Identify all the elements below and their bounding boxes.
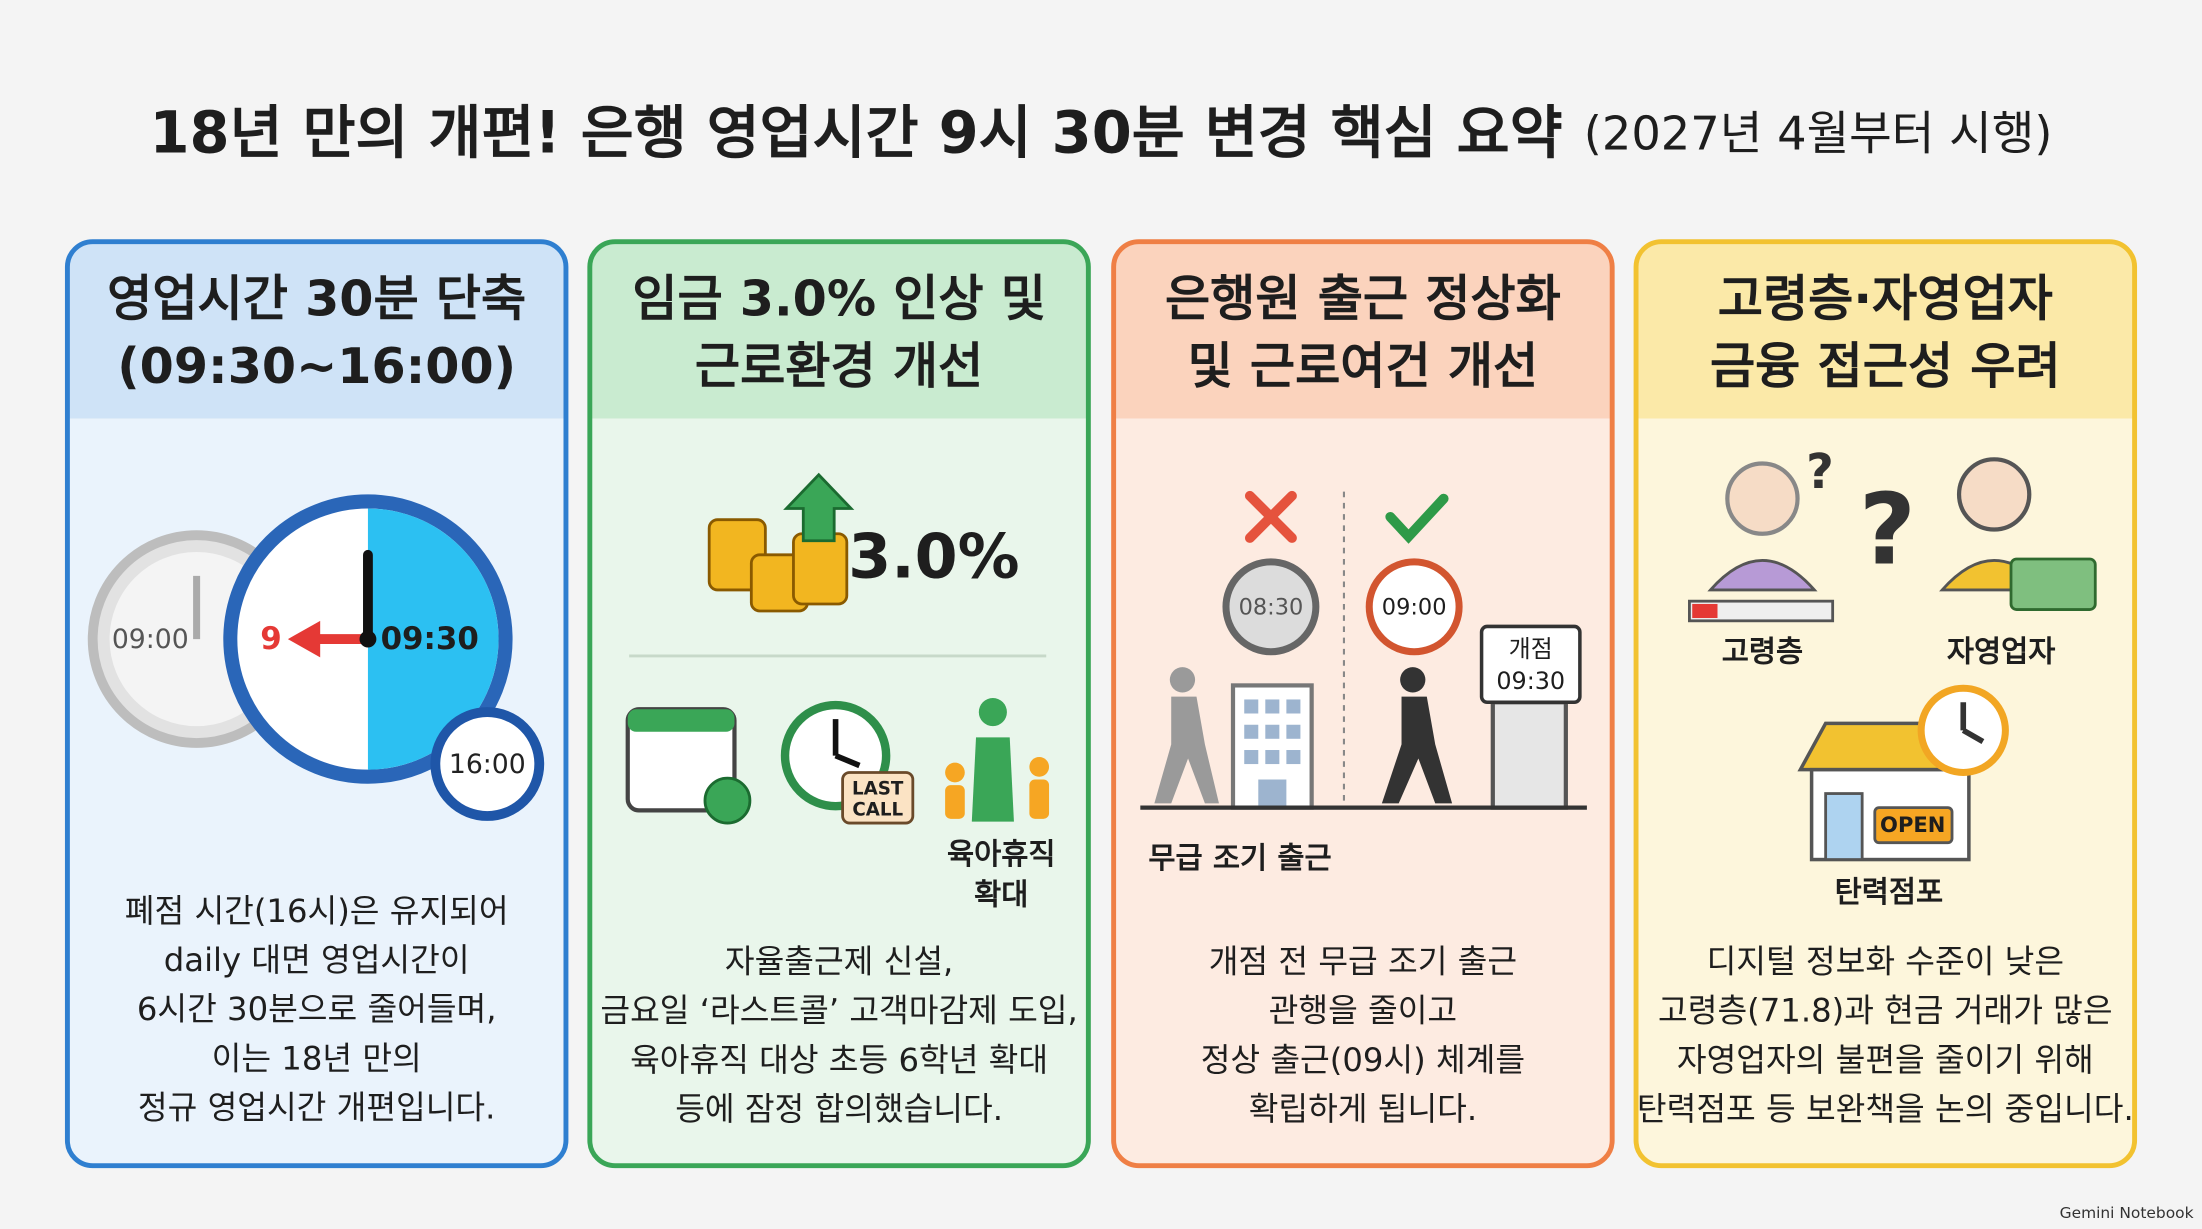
card-body-text: 고령층(71.8)과 현금 거래가 많은 bbox=[1658, 992, 2113, 1030]
card-title: 임금 3.0% 인상 및 bbox=[632, 270, 1046, 328]
cash bbox=[2009, 557, 2097, 611]
card-border bbox=[64, 239, 569, 1169]
clock-label: 08:30 bbox=[1239, 595, 1304, 621]
sign-text: 개점 bbox=[1509, 635, 1553, 663]
title-subtitle: (2027년 4월부터 시행) bbox=[1584, 106, 2053, 160]
card-body-text: 정규 영업시간 개편입니다. bbox=[138, 1089, 495, 1127]
open-sign bbox=[1873, 806, 1954, 845]
card-title: 금융 접근성 우려 bbox=[1710, 337, 2061, 395]
icon-label: 확대 bbox=[974, 878, 1028, 912]
sign-text: 09:30 bbox=[1496, 667, 1565, 695]
icon-label: 육아휴직 bbox=[947, 837, 1056, 871]
card-header bbox=[1113, 241, 1613, 419]
literacy-bar bbox=[1688, 599, 1835, 623]
card-body-text: 육아휴직 대상 초등 6학년 확대 bbox=[630, 1041, 1048, 1079]
card-title: 은행원 출근 정상화 bbox=[1165, 270, 1561, 328]
card-body-text: 개점 전 무급 조기 출근 bbox=[1209, 942, 1517, 980]
card-body-text: 디지털 정보화 수준이 낮은 bbox=[1707, 942, 2064, 980]
page-title: 18년 만의 개편! 은행 영업시간 9시 30분 변경 핵심 요약 (2027… bbox=[150, 99, 2053, 166]
sign bbox=[1479, 624, 1582, 705]
x-mark bbox=[1244, 490, 1297, 543]
parent-icon bbox=[971, 737, 1014, 822]
card-body-text: 정상 출근(09시) 체계를 bbox=[1201, 1041, 1525, 1079]
card-body-text: 금요일 ‘라스트콜’ 고객마감제 도입, bbox=[600, 992, 1077, 1030]
question-mark: ? bbox=[1806, 445, 1834, 500]
card-border bbox=[1111, 239, 1615, 1169]
icon-label: 자영업자 bbox=[1947, 635, 2056, 669]
card-body-text: 탄력점포 등 보완책을 논의 중입니다. bbox=[1637, 1090, 2134, 1128]
clock-label: 16:00 bbox=[449, 749, 526, 780]
card-title: 영업시간 30분 단축 bbox=[107, 270, 526, 328]
wage-icons: 3.0% LAST CALL 육아휴직 확대 bbox=[625, 472, 1056, 912]
sign-text: CALL bbox=[852, 799, 903, 820]
card-header bbox=[1636, 241, 2135, 419]
card-title: 고령층·자영업자 bbox=[1718, 270, 2053, 328]
arrow-head bbox=[287, 620, 321, 658]
clock-label: 09:00 bbox=[112, 624, 189, 655]
commute-icons: 08:30 09:00 개점 09:30 무급 조기 출근 bbox=[1140, 490, 1587, 875]
card-body-text: 폐점 시간(16시)은 유지되어 bbox=[125, 892, 509, 930]
card-border bbox=[587, 239, 1091, 1169]
card-header bbox=[67, 241, 566, 419]
door bbox=[1490, 700, 1568, 810]
clock-label: 09:30 bbox=[381, 621, 479, 657]
clock-shaded-half bbox=[367, 508, 499, 770]
card-title: 근로환경 개선 bbox=[695, 337, 983, 395]
card-title: 및 근로여건 개선 bbox=[1188, 337, 1539, 395]
walker-grey bbox=[1154, 667, 1219, 804]
card-body-text: 자영업자의 불편을 줄이기 위해 bbox=[1677, 1041, 2094, 1079]
question-mark: ? bbox=[1859, 473, 1916, 587]
clock-pin bbox=[359, 630, 377, 648]
icon-label: 탄력점포 bbox=[1835, 875, 1944, 909]
check-badge bbox=[703, 776, 752, 825]
up-arrow bbox=[783, 472, 855, 543]
card-header bbox=[589, 241, 1089, 419]
title-main: 18년 만의 개편! 은행 영업시간 9시 30분 변경 핵심 요약 bbox=[150, 99, 1563, 166]
card-title: (09:30~16:00) bbox=[117, 337, 516, 395]
check-mark bbox=[1385, 493, 1449, 544]
card-body-text: 관행을 줄이고 bbox=[1269, 992, 1457, 1030]
last-call-sign bbox=[841, 771, 915, 825]
sign-text: LAST bbox=[852, 778, 904, 799]
clock bbox=[1365, 558, 1463, 656]
icon-label: 고령층 bbox=[1722, 635, 1803, 669]
icon-label: 무급 조기 출근 bbox=[1148, 841, 1331, 875]
clock-icons: 09:00 9 09:30 16:00 bbox=[87, 494, 545, 821]
walker-dark bbox=[1381, 667, 1453, 804]
elderly-person bbox=[1725, 461, 1800, 536]
concern-icons: ? ? 고령층 자영업자 OPEN 탄력점포 bbox=[1688, 445, 2097, 909]
card-body-text: 자율출근제 신설, bbox=[725, 942, 953, 980]
card-body-text: 등에 잠정 합의했습니다. bbox=[675, 1090, 1003, 1128]
cards: 영업시간 30분 단축 (09:30~16:00) 폐점 시간(16시)은 유지되어… bbox=[64, 239, 2138, 1169]
brand: Gemini Notebook bbox=[2060, 1204, 2194, 1222]
wage-rate: 3.0% bbox=[848, 521, 1019, 593]
small-clock bbox=[430, 707, 545, 821]
card-body-text: 확립하게 됩니다. bbox=[1249, 1090, 1477, 1128]
calendar-top bbox=[627, 709, 735, 732]
sign-text: OPEN bbox=[1880, 812, 1945, 837]
card-body-text: 이는 18년 만의 bbox=[212, 1039, 422, 1077]
card bbox=[1113, 241, 1613, 1166]
card-border bbox=[1633, 239, 2138, 1169]
self-employed-person bbox=[1956, 457, 2032, 532]
card-body-text: 6시간 30분으로 줄어들며, bbox=[137, 990, 497, 1028]
card-body-text: daily 대면 영업시간이 bbox=[164, 941, 470, 979]
clock bbox=[1222, 558, 1320, 656]
clock-label: 09:00 bbox=[1382, 595, 1447, 621]
clock-label: 9 bbox=[260, 621, 281, 657]
